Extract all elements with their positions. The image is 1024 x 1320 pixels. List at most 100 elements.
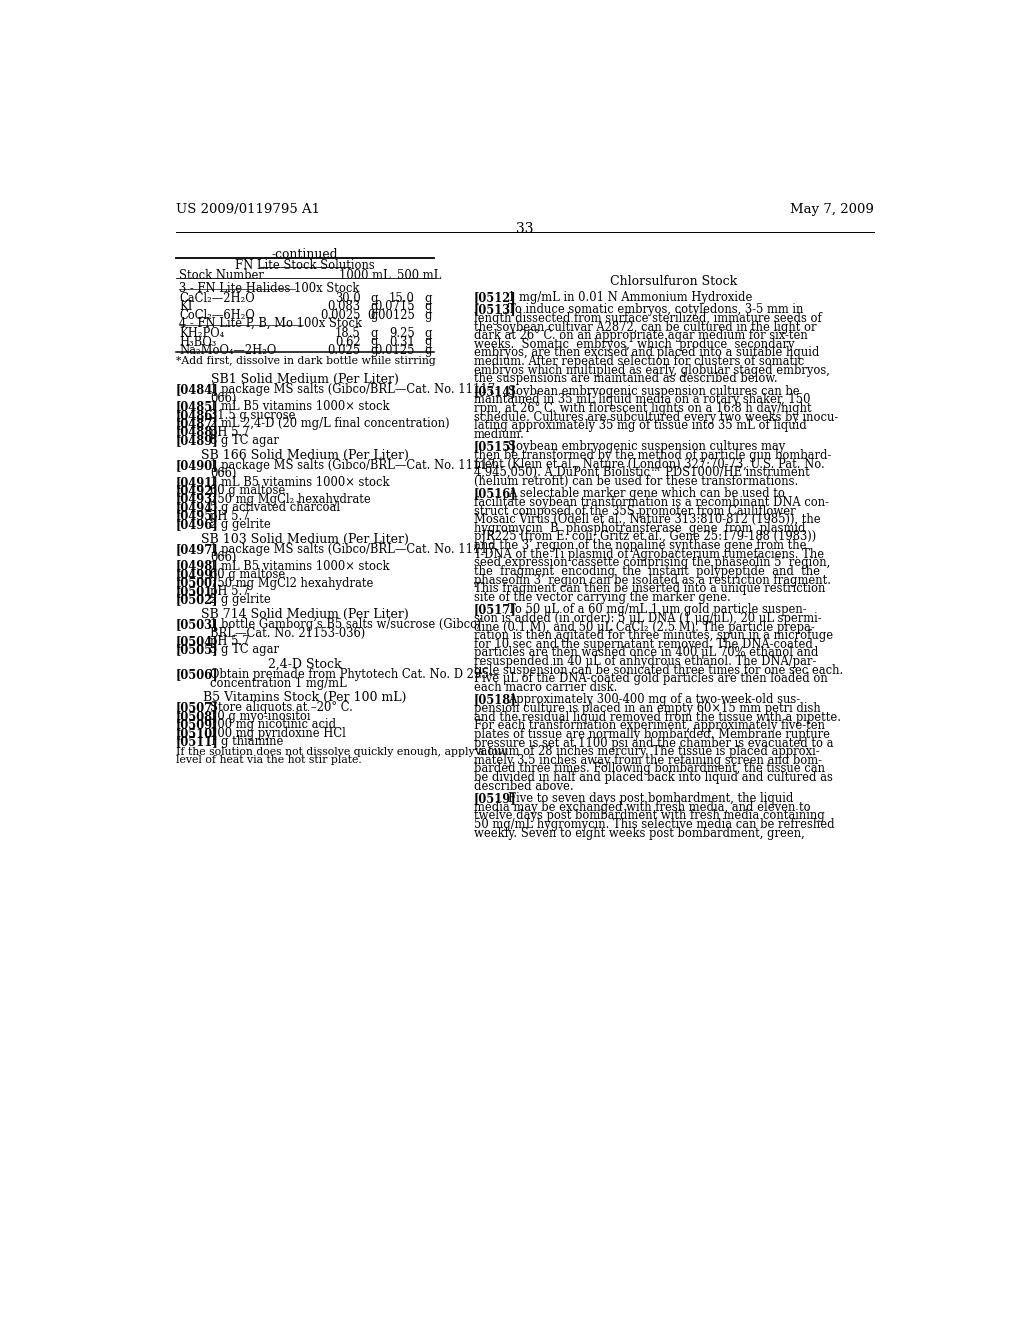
Text: media may be exchanged with fresh media, and eleven to: media may be exchanged with fresh media,… xyxy=(474,801,810,813)
Text: [0506]: [0506] xyxy=(176,668,219,681)
Text: [0508]: [0508] xyxy=(176,710,219,723)
Text: CoCl₂—6H₂O: CoCl₂—6H₂O xyxy=(179,309,255,322)
Text: Obtain premade from Phytotech Cat. No. D 295—: Obtain premade from Phytotech Cat. No. D… xyxy=(210,668,501,681)
Text: struct composed of the 35S promoter from Cauliflower: struct composed of the 35S promoter from… xyxy=(474,504,796,517)
Text: 066): 066) xyxy=(210,552,237,564)
Text: B5 Vitamins Stock (Per 100 mL): B5 Vitamins Stock (Per 100 mL) xyxy=(203,692,407,705)
Text: [0513]: [0513] xyxy=(474,304,516,317)
Text: 0.0125: 0.0125 xyxy=(374,345,415,356)
Text: sion is added (in order): 5 μL DNA (1 μg/μL), 20 μL spermi-: sion is added (in order): 5 μL DNA (1 μg… xyxy=(474,612,821,624)
Text: g: g xyxy=(371,335,378,348)
Text: ment (Klein et al., Nature (London) 327:70-73, U.S. Pat. No.: ment (Klein et al., Nature (London) 327:… xyxy=(474,458,824,471)
Text: [0498]: [0498] xyxy=(176,560,219,573)
Text: [0503]: [0503] xyxy=(176,618,218,631)
Text: g: g xyxy=(425,300,432,313)
Text: Soybean embryogenic suspension cultures may: Soybean embryogenic suspension cultures … xyxy=(508,441,785,453)
Text: the suspensions are maintained as described below.: the suspensions are maintained as descri… xyxy=(474,372,777,385)
Text: 1 package MS salts (Gibco/BRL—Cat. No. 11117-: 1 package MS salts (Gibco/BRL—Cat. No. 1… xyxy=(210,543,499,556)
Text: 1 bottle Gamborg’s B5 salts w/sucrose (Gibco/: 1 bottle Gamborg’s B5 salts w/sucrose (G… xyxy=(210,618,481,631)
Text: concentration 1 mg/mL: concentration 1 mg/mL xyxy=(210,677,347,689)
Text: 100 mg nicotinic acid: 100 mg nicotinic acid xyxy=(210,718,336,731)
Text: [0507]: [0507] xyxy=(176,701,219,714)
Text: the soybean cultivar A2872, can be cultured in the light or: the soybean cultivar A2872, can be cultu… xyxy=(474,321,816,334)
Text: Chlorsulfuron Stock: Chlorsulfuron Stock xyxy=(610,276,737,289)
Text: [0490]: [0490] xyxy=(176,459,219,471)
Text: g: g xyxy=(371,309,378,322)
Text: 0.31: 0.31 xyxy=(389,335,415,348)
Text: [0488]: [0488] xyxy=(176,425,219,438)
Text: particles are then washed once in 400 μL 70% ethanol and: particles are then washed once in 400 μL… xyxy=(474,647,818,660)
Text: vacuum of 28 inches mercury. The tissue is placed approxi-: vacuum of 28 inches mercury. The tissue … xyxy=(474,746,819,758)
Text: 18.5: 18.5 xyxy=(335,327,360,341)
Text: [0484]: [0484] xyxy=(176,383,219,396)
Text: for 10 sec and the supernatant removed. The DNA-coated: for 10 sec and the supernatant removed. … xyxy=(474,638,812,651)
Text: g: g xyxy=(425,292,432,305)
Text: g: g xyxy=(371,292,378,305)
Text: [0509]: [0509] xyxy=(176,718,219,731)
Text: length dissected from surface sterilized, immature seeds of: length dissected from surface sterilized… xyxy=(474,312,821,325)
Text: 0.62: 0.62 xyxy=(335,335,360,348)
Text: 066): 066) xyxy=(210,467,237,480)
Text: 60 g maltose: 60 g maltose xyxy=(210,484,286,498)
Text: [0491]: [0491] xyxy=(176,475,219,488)
Text: [0501]: [0501] xyxy=(176,585,219,598)
Text: plates of tissue are normally bombarded. Membrane rupture: plates of tissue are normally bombarded.… xyxy=(474,727,829,741)
Text: 0.0025: 0.0025 xyxy=(319,309,360,322)
Text: [0500]: [0500] xyxy=(176,577,218,590)
Text: embryos which multiplied as early, globular staged embryos,: embryos which multiplied as early, globu… xyxy=(474,364,829,376)
Text: 9.25: 9.25 xyxy=(389,327,415,341)
Text: [0489]: [0489] xyxy=(176,434,219,447)
Text: Na₂MoO₄—2H₂O: Na₂MoO₄—2H₂O xyxy=(179,345,276,356)
Text: described above.: described above. xyxy=(474,780,573,792)
Text: [0485]: [0485] xyxy=(176,400,219,413)
Text: [0502]: [0502] xyxy=(176,594,218,606)
Text: BRL—Cat. No. 21153-036): BRL—Cat. No. 21153-036) xyxy=(210,627,366,640)
Text: H₃BO₃: H₃BO₃ xyxy=(179,335,216,348)
Text: [0499]: [0499] xyxy=(176,568,219,581)
Text: [0486]: [0486] xyxy=(176,409,219,421)
Text: phaseolin 3’ region can be isolated as a restriction fragment.: phaseolin 3’ region can be isolated as a… xyxy=(474,574,830,586)
Text: 750 mg MgCl2 hexahydrate: 750 mg MgCl2 hexahydrate xyxy=(210,577,374,590)
Text: 2 g gelrite: 2 g gelrite xyxy=(210,517,271,531)
Text: g: g xyxy=(371,300,378,313)
Text: 0.025: 0.025 xyxy=(328,345,360,356)
Text: *Add first, dissolve in dark bottle while stirring: *Add first, dissolve in dark bottle whil… xyxy=(176,356,436,366)
Text: 5 g activated charcoal: 5 g activated charcoal xyxy=(210,502,340,513)
Text: embryos, are then excised and placed into a suitable liquid: embryos, are then excised and placed int… xyxy=(474,346,819,359)
Text: rpm, at 26° C. with florescent lights on a 16:8 h day/night: rpm, at 26° C. with florescent lights on… xyxy=(474,403,811,414)
Text: pH 5.7: pH 5.7 xyxy=(210,425,250,438)
Text: schedule. Cultures are subcultured every two weeks by inocu-: schedule. Cultures are subcultured every… xyxy=(474,411,838,424)
Text: 1 mL B5 vitamins 1000× stock: 1 mL B5 vitamins 1000× stock xyxy=(210,400,390,413)
Text: [0494]: [0494] xyxy=(176,502,219,513)
Text: 2 g gelrite: 2 g gelrite xyxy=(210,594,271,606)
Text: May 7, 2009: May 7, 2009 xyxy=(790,203,873,216)
Text: SB1 Solid Medium (Per Liter): SB1 Solid Medium (Per Liter) xyxy=(211,374,398,387)
Text: [0519]: [0519] xyxy=(474,792,516,805)
Text: weeks.  Somatic  embryos,  which  produce  secondary: weeks. Somatic embryos, which produce se… xyxy=(474,338,795,351)
Text: -continued: -continued xyxy=(271,248,338,261)
Text: To induce somatic embryos, cotyledons, 3-5 mm in: To induce somatic embryos, cotyledons, 3… xyxy=(508,304,803,317)
Text: pH 5.7: pH 5.7 xyxy=(210,585,250,598)
Text: 1 mg/mL in 0.01 N Ammonium Hydroxide: 1 mg/mL in 0.01 N Ammonium Hydroxide xyxy=(508,290,752,304)
Text: 0.0715: 0.0715 xyxy=(374,300,415,313)
Text: ticle suspension can be sonicated three times for one sec each.: ticle suspension can be sonicated three … xyxy=(474,664,843,677)
Text: T-DNA of the Ti plasmid of Agrobacterium tumefaciens. The: T-DNA of the Ti plasmid of Agrobacterium… xyxy=(474,548,823,561)
Text: If the solution does not dissolve quickly enough, apply a low: If the solution does not dissolve quickl… xyxy=(176,747,507,756)
Text: [0493]: [0493] xyxy=(176,492,219,506)
Text: lating approximately 35 mg of tissue into 35 mL of liquid: lating approximately 35 mg of tissue int… xyxy=(474,420,807,432)
Text: 50 mg/mL hygromycin. This selective media can be refreshed: 50 mg/mL hygromycin. This selective medi… xyxy=(474,818,835,832)
Text: KH₂PO₄: KH₂PO₄ xyxy=(179,327,224,341)
Text: each macro carrier disk.: each macro carrier disk. xyxy=(474,681,617,694)
Text: KI: KI xyxy=(179,300,193,313)
Text: hygromycin  B  phosphotransferase  gene  from  plasmid: hygromycin B phosphotransferase gene fro… xyxy=(474,521,805,535)
Text: 30.0: 30.0 xyxy=(335,292,360,305)
Text: [0495]: [0495] xyxy=(176,510,219,523)
Text: 2 mL 2,4-D (20 mg/L final concentration): 2 mL 2,4-D (20 mg/L final concentration) xyxy=(210,417,450,430)
Text: 1000 mL: 1000 mL xyxy=(339,269,391,282)
Text: the  fragment  encoding  the  instant  polypeptide  and  the: the fragment encoding the instant polype… xyxy=(474,565,819,578)
Text: For each transformation experiment, approximately five-ten: For each transformation experiment, appr… xyxy=(474,719,824,733)
Text: level of heat via the hot stir plate.: level of heat via the hot stir plate. xyxy=(176,755,361,766)
Text: SB 714 Solid Medium (Per Liter): SB 714 Solid Medium (Per Liter) xyxy=(201,609,409,622)
Text: SB 166 Solid Medium (Per Liter): SB 166 Solid Medium (Per Liter) xyxy=(201,449,409,462)
Text: [0515]: [0515] xyxy=(474,441,516,453)
